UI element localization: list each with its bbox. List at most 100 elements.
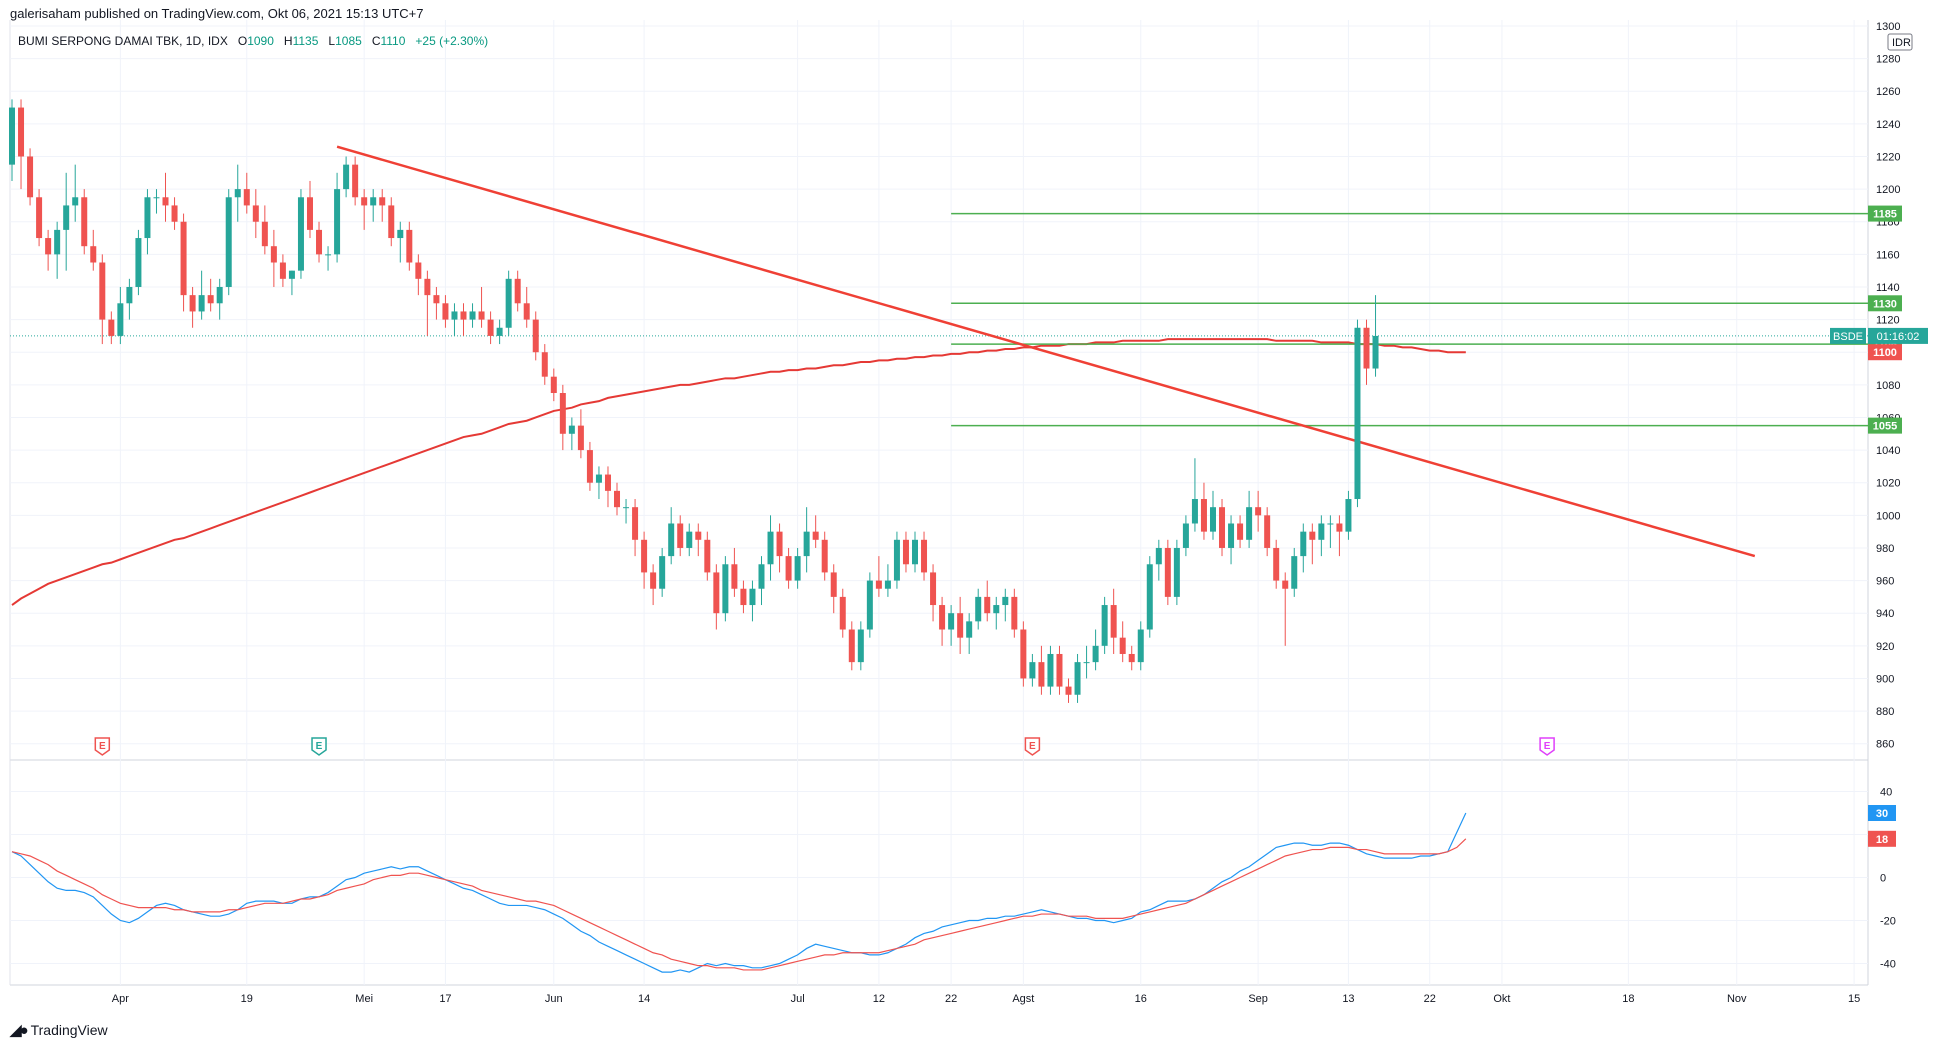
candle-body	[207, 295, 214, 304]
candle	[1273, 539, 1280, 589]
candle	[316, 221, 323, 263]
candle	[1137, 621, 1144, 671]
level-badge-bg	[1868, 295, 1902, 312]
candle-body	[1246, 507, 1253, 540]
candle	[234, 164, 241, 222]
low-value: 1085	[335, 34, 362, 48]
candle	[1300, 523, 1307, 573]
candle	[1182, 515, 1189, 557]
level-badge-bg	[1868, 417, 1902, 434]
candle	[1237, 515, 1244, 548]
candle-body	[704, 539, 711, 573]
candle	[604, 466, 611, 508]
candle	[586, 441, 593, 491]
time-tick-label: Jul	[791, 993, 805, 1005]
candle	[1110, 588, 1117, 654]
candle-body	[1255, 507, 1262, 516]
candle	[460, 303, 467, 336]
candle-body	[930, 572, 937, 606]
candle	[288, 270, 295, 296]
candle-body	[424, 278, 431, 296]
candle-body	[1020, 629, 1027, 679]
candle-body	[433, 295, 440, 304]
close-label: C	[371, 34, 381, 48]
open-label: O	[237, 34, 248, 48]
earnings-marker[interactable]: E	[311, 737, 327, 756]
candle	[866, 572, 873, 638]
candle	[216, 278, 223, 320]
earnings-marker[interactable]: E	[1539, 737, 1555, 756]
candle	[54, 221, 61, 279]
candle-body	[713, 572, 720, 614]
candle	[1155, 539, 1162, 581]
candle	[1372, 295, 1379, 377]
candle-body	[1155, 547, 1162, 565]
candle	[126, 278, 133, 320]
candle	[1309, 523, 1316, 565]
candle-body	[370, 197, 377, 206]
symbol-info: BUMI SERPONG DAMAI TBK, 1D, IDX O1090 H1…	[18, 34, 488, 48]
candle-body	[939, 605, 946, 630]
candle	[930, 564, 937, 622]
candle-body	[1228, 523, 1235, 548]
candle	[595, 466, 602, 500]
candle-body	[1372, 335, 1379, 369]
candle	[225, 189, 232, 296]
level-badge: 1055	[1873, 421, 1897, 433]
candle-body	[595, 474, 602, 483]
price-tick-label: 960	[1876, 576, 1894, 588]
earnings-marker[interactable]: E	[94, 737, 111, 756]
price-tick-label: 1260	[1876, 86, 1900, 98]
candle	[659, 547, 666, 597]
candle	[550, 368, 557, 402]
candle-body	[1300, 531, 1307, 557]
candle-body	[189, 295, 196, 312]
candle-body	[1264, 515, 1271, 548]
tradingview-logo[interactable]: ◢● TradingView	[10, 1021, 108, 1039]
candle	[740, 580, 747, 614]
candle	[749, 580, 756, 622]
price-badge: 1100	[1873, 347, 1897, 359]
candle	[776, 523, 783, 573]
level-badge: 1130	[1873, 298, 1897, 310]
candle-body	[153, 197, 160, 199]
candle-body	[487, 319, 494, 336]
candle-body	[1101, 605, 1108, 646]
candle	[1146, 556, 1153, 638]
candle	[568, 417, 575, 451]
earnings-label: E	[1544, 741, 1551, 752]
earnings-marker[interactable]: E	[1024, 737, 1041, 756]
candle-body	[1291, 556, 1298, 589]
candle-body	[912, 539, 918, 565]
candle	[794, 547, 801, 589]
candle	[1191, 458, 1198, 532]
candle-body	[1074, 662, 1081, 695]
candle	[839, 588, 846, 638]
candle-body	[388, 205, 395, 239]
candle-body	[857, 629, 864, 663]
candle-body	[352, 164, 359, 198]
candle	[541, 344, 548, 385]
candle	[1291, 547, 1298, 597]
time-tick-label: 16	[1135, 993, 1147, 1005]
candle	[614, 482, 621, 516]
candle	[1327, 515, 1334, 548]
low-label: L	[328, 34, 336, 48]
candle-body	[297, 197, 304, 271]
candle	[496, 319, 503, 345]
candle-body	[135, 238, 142, 287]
candle	[1020, 621, 1027, 687]
candle-body	[1083, 662, 1090, 664]
candle-body	[252, 205, 259, 222]
candle	[108, 311, 115, 345]
symbol-tag-bg	[1830, 327, 1866, 344]
candle-body	[677, 523, 684, 548]
candle	[279, 254, 286, 287]
candle-body	[1191, 499, 1198, 524]
candle-body	[9, 107, 15, 165]
countdown-label: 01:16:02	[1877, 331, 1920, 343]
candle-body	[334, 189, 341, 255]
price-tick-label: 1000	[1876, 510, 1900, 522]
